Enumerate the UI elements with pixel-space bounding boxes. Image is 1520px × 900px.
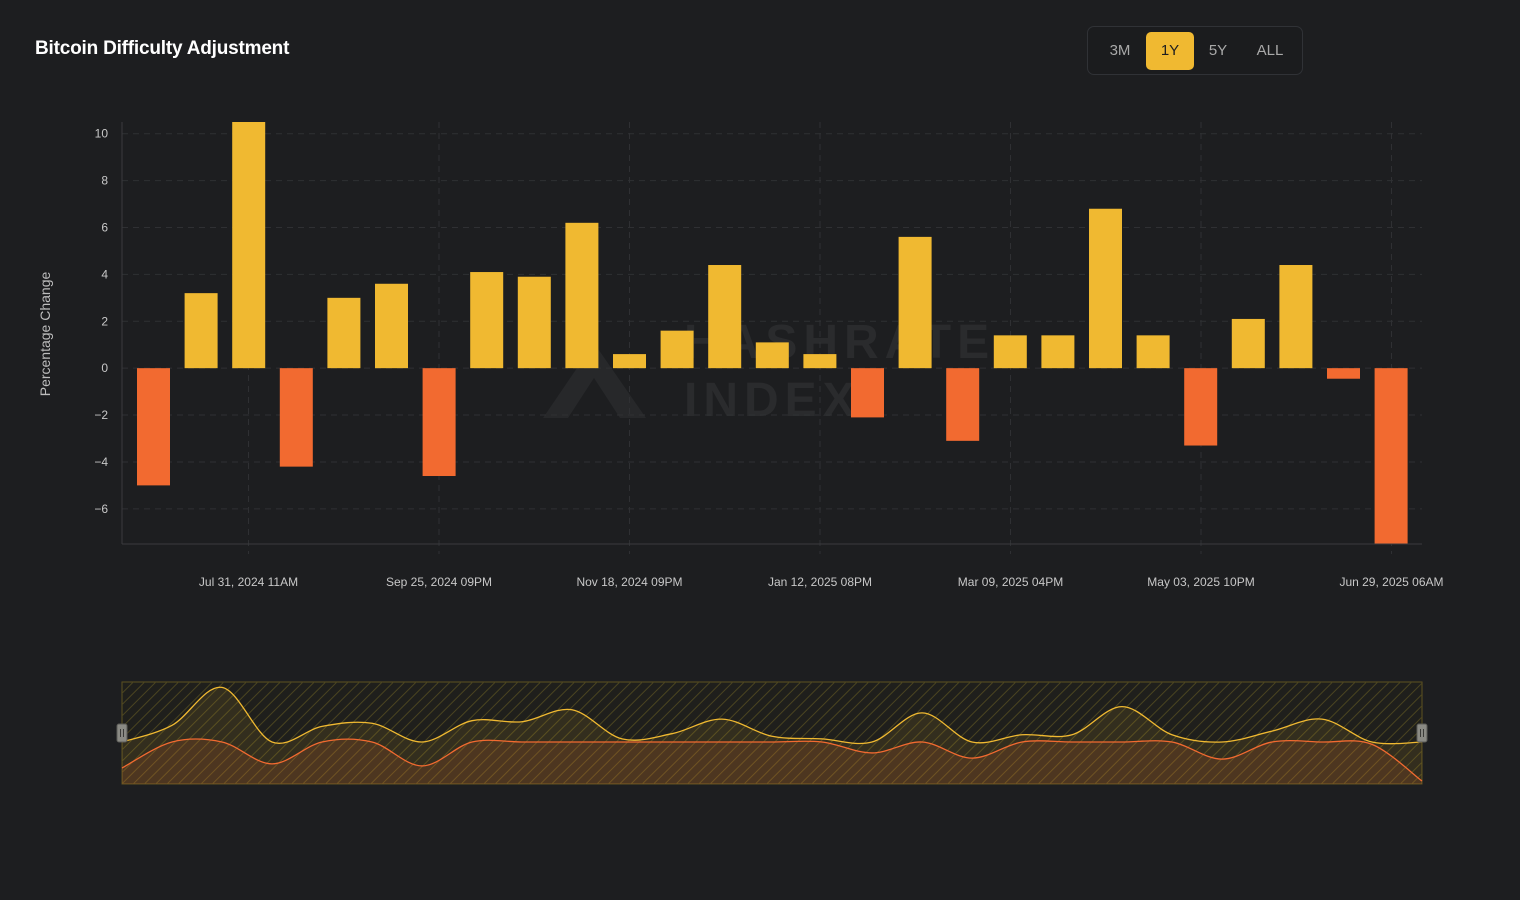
bar-negative[interactable] <box>946 368 980 441</box>
bar-positive[interactable] <box>755 342 789 369</box>
x-tick-label: Sep 25, 2024 09PM <box>386 575 492 589</box>
y-tick-label: 10 <box>95 127 109 141</box>
range-1y-button[interactable]: 1Y <box>1146 31 1194 70</box>
bar-positive[interactable] <box>660 330 694 369</box>
navigator-line-negative <box>121 738 1423 782</box>
chart-bars <box>137 122 1408 544</box>
bar-negative[interactable] <box>279 368 313 467</box>
y-tick-label: −6 <box>94 502 108 516</box>
bar-negative[interactable] <box>1184 368 1218 446</box>
y-axis-label: Percentage Change <box>37 272 53 397</box>
x-tick-label: Jun 29, 2025 06AM <box>1339 575 1443 589</box>
page-title: Bitcoin Difficulty Adjustment <box>35 38 290 59</box>
bar-negative[interactable] <box>1374 368 1408 544</box>
x-tick-label: Jul 31, 2024 11AM <box>199 575 298 589</box>
y-tick-label: 8 <box>101 174 108 188</box>
bar-negative[interactable] <box>1327 368 1360 379</box>
bar-positive[interactable] <box>375 283 408 369</box>
range-navigator <box>116 681 1428 785</box>
x-tick-label: Jan 12, 2025 08PM <box>768 575 872 589</box>
x-tick-label: Nov 18, 2024 09PM <box>576 575 682 589</box>
chart-axes: 10 8 6 4 2 0 −2 −4 −6 Jul 31, 2024 11AM Sep 25, 20… <box>94 122 1444 589</box>
bar-positive[interactable] <box>470 272 504 369</box>
bar-negative[interactable] <box>851 368 884 418</box>
navigator-area-positive <box>122 687 1422 784</box>
bar-positive[interactable] <box>613 354 646 369</box>
watermark-mark-icon <box>543 343 646 418</box>
y-tick-label: 4 <box>101 267 108 281</box>
navigator-handle-left[interactable] <box>116 723 128 743</box>
bar-positive[interactable] <box>517 276 551 369</box>
range-5y-button[interactable]: 5Y <box>1194 32 1242 70</box>
bar-positive[interactable] <box>232 122 266 369</box>
bar-positive[interactable] <box>898 236 932 369</box>
y-tick-label: 6 <box>101 221 108 235</box>
bar-positive[interactable] <box>565 222 599 369</box>
y-tick-label: 2 <box>101 314 108 328</box>
bar-positive[interactable] <box>708 265 742 369</box>
x-tick-label: Mar 09, 2025 04PM <box>958 575 1063 589</box>
watermark-line2: INDEX <box>684 374 861 427</box>
bar-negative[interactable] <box>422 368 456 477</box>
bar-positive[interactable] <box>1089 208 1122 369</box>
bar-positive[interactable] <box>184 293 218 369</box>
navigator-handle-right[interactable] <box>1416 723 1428 743</box>
y-tick-label: −4 <box>94 455 108 469</box>
bar-positive[interactable] <box>993 335 1027 369</box>
bar-positive[interactable] <box>1279 265 1313 369</box>
y-tick-label: −2 <box>94 408 108 422</box>
bar-positive[interactable] <box>327 297 361 369</box>
range-3m-button[interactable]: 3M <box>1096 32 1144 70</box>
y-tick-label: 0 <box>101 361 108 375</box>
navigator-selection[interactable] <box>122 682 1422 784</box>
bar-positive[interactable] <box>1136 335 1170 369</box>
range-all-button[interactable]: ALL <box>1242 32 1298 70</box>
navigator-line-positive <box>121 686 1423 745</box>
bar-positive[interactable] <box>1231 318 1265 369</box>
bar-positive[interactable] <box>803 354 837 369</box>
time-range-selector: 3M 1Y 5Y ALL <box>1087 26 1303 75</box>
x-tick-label: May 03, 2025 10PM <box>1147 575 1254 589</box>
bar-positive[interactable] <box>1041 335 1075 369</box>
navigator-area-negative <box>122 739 1422 784</box>
bar-negative[interactable] <box>137 368 170 486</box>
